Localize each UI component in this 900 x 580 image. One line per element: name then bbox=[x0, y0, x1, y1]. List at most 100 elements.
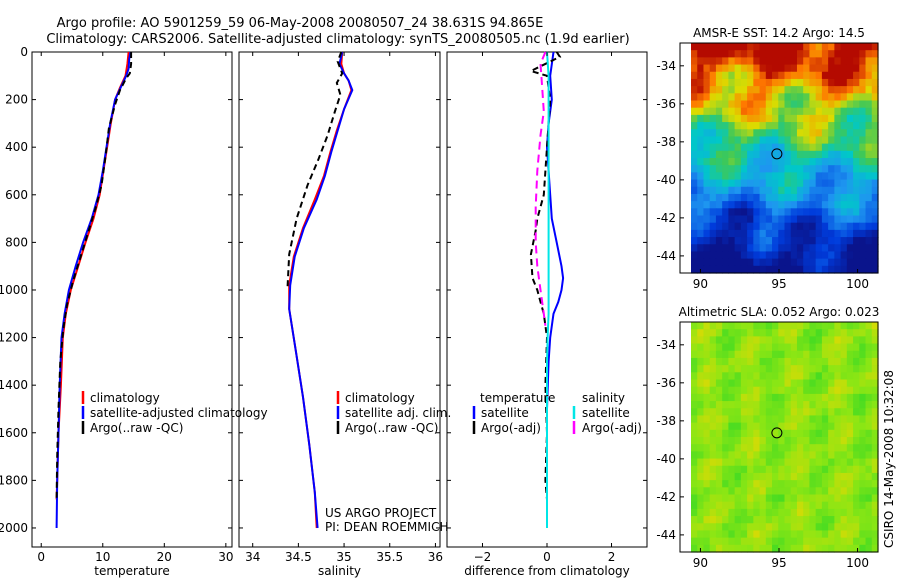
map-cell bbox=[740, 408, 748, 417]
map-cell bbox=[853, 350, 860, 359]
map-cell bbox=[803, 71, 811, 80]
map-cell bbox=[809, 186, 817, 195]
map-cell bbox=[871, 357, 879, 366]
map-cell bbox=[759, 408, 767, 417]
map-cell bbox=[815, 393, 823, 402]
map-cell bbox=[865, 193, 873, 202]
map-cell bbox=[691, 365, 698, 373]
map-cell bbox=[853, 64, 860, 73]
map-cell bbox=[715, 372, 723, 381]
map-cell bbox=[815, 357, 823, 366]
map-cell bbox=[722, 229, 729, 238]
map-cell bbox=[691, 472, 698, 481]
map-cell bbox=[715, 480, 723, 488]
map-cell bbox=[859, 350, 867, 359]
map-cell bbox=[765, 43, 773, 51]
map-cell bbox=[765, 143, 773, 152]
map-cell bbox=[809, 114, 817, 123]
map-cell bbox=[828, 50, 835, 58]
map-cell bbox=[691, 465, 698, 474]
map-cell bbox=[815, 508, 823, 517]
map-cell bbox=[709, 523, 717, 532]
map-cell bbox=[853, 57, 860, 66]
map-cell bbox=[691, 350, 698, 359]
map-cell bbox=[859, 523, 867, 532]
map-cell bbox=[728, 237, 736, 245]
map-cell bbox=[734, 487, 742, 496]
map-cell bbox=[747, 465, 754, 474]
map-cell bbox=[796, 458, 804, 467]
map-cell bbox=[784, 114, 792, 123]
map-cell bbox=[759, 365, 767, 373]
map-cell bbox=[803, 100, 811, 109]
map-cell bbox=[728, 508, 736, 517]
map-cell bbox=[747, 544, 754, 553]
map-cell bbox=[865, 71, 873, 80]
map-cell bbox=[809, 343, 817, 352]
map-cell bbox=[815, 208, 823, 217]
map-cell bbox=[765, 258, 773, 267]
map-cell bbox=[722, 329, 729, 337]
map-cell bbox=[759, 215, 767, 224]
map-cell bbox=[778, 508, 786, 517]
map-cell bbox=[790, 172, 798, 181]
map-cell bbox=[778, 244, 786, 253]
map-cell bbox=[865, 93, 873, 102]
map-cell bbox=[840, 57, 848, 66]
map-cell bbox=[740, 150, 748, 159]
map-cell bbox=[846, 237, 854, 245]
map-cell bbox=[784, 165, 792, 173]
map-cell bbox=[834, 501, 842, 510]
map-cell bbox=[821, 64, 829, 73]
map-cell bbox=[753, 516, 761, 524]
map-cell bbox=[772, 429, 779, 438]
map-cell bbox=[828, 523, 835, 532]
map-cell bbox=[834, 244, 842, 253]
map-cell bbox=[796, 100, 804, 109]
map-cell bbox=[722, 86, 729, 94]
map-cell bbox=[871, 523, 879, 532]
map-cell bbox=[772, 544, 779, 553]
map-cell bbox=[740, 537, 748, 546]
map-cell bbox=[747, 129, 754, 138]
map-cell bbox=[803, 429, 811, 438]
map-cell bbox=[772, 251, 779, 260]
map-cell bbox=[865, 251, 873, 260]
map-cell bbox=[722, 379, 729, 388]
map-cell bbox=[859, 372, 867, 381]
map-cell bbox=[734, 501, 742, 510]
map-cell bbox=[828, 158, 835, 166]
map-cell bbox=[740, 357, 748, 366]
map-cell bbox=[703, 544, 711, 553]
map-cell bbox=[740, 100, 748, 109]
map-cell bbox=[715, 150, 723, 159]
map-cell bbox=[709, 158, 717, 166]
map-cell bbox=[809, 78, 817, 87]
map-cell bbox=[853, 222, 860, 231]
map-cell bbox=[722, 537, 729, 546]
map-cell bbox=[840, 237, 848, 245]
map-cell bbox=[728, 501, 736, 510]
map-cell bbox=[703, 444, 711, 452]
map-cell bbox=[809, 43, 817, 51]
map-cell bbox=[803, 487, 811, 496]
map-cell bbox=[778, 379, 786, 388]
map-cell bbox=[846, 336, 854, 345]
map-cell bbox=[703, 193, 711, 202]
map-cell bbox=[740, 179, 748, 188]
map-cell bbox=[790, 100, 798, 109]
map-cell bbox=[840, 122, 848, 130]
map-cell bbox=[728, 350, 736, 359]
map-cell bbox=[772, 451, 779, 460]
map-cell bbox=[871, 150, 879, 159]
map-cell bbox=[859, 71, 867, 80]
map-cell bbox=[871, 393, 879, 402]
map-cell bbox=[865, 357, 873, 366]
map-cell bbox=[715, 386, 723, 395]
map-cell bbox=[747, 350, 754, 359]
map-cell bbox=[728, 186, 736, 195]
map-cell bbox=[784, 193, 792, 202]
map-cell bbox=[828, 322, 835, 330]
map-cell bbox=[778, 365, 786, 373]
map-cell bbox=[809, 265, 817, 274]
